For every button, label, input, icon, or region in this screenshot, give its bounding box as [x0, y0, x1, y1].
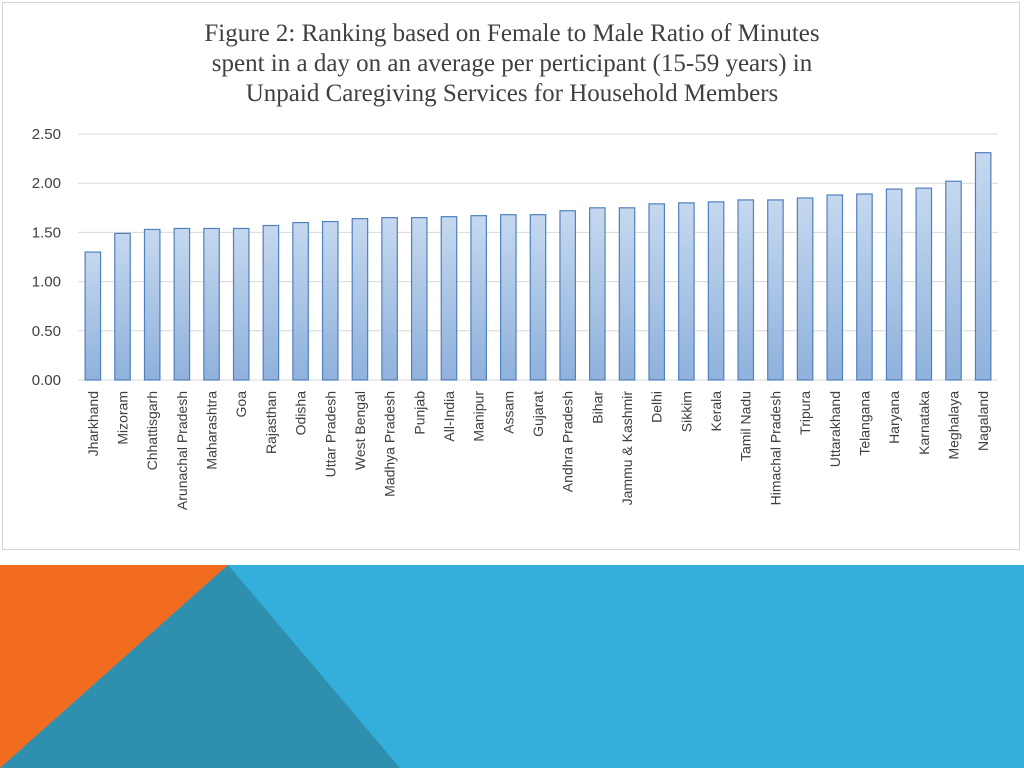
y-tick-label: 2.00: [32, 175, 61, 192]
y-tick-label: 2.50: [32, 126, 61, 143]
bar: [470, 215, 487, 381]
y-axis-tick-labels: 0.00 0.50 1.00 1.50 2.00 2.50: [32, 126, 61, 389]
y-tick-label: 1.00: [32, 274, 61, 291]
x-category-label: Karnataka: [916, 391, 932, 455]
slide-footer-decoration: [0, 565, 1024, 768]
y-tick-label: 1.50: [32, 224, 61, 241]
bar: [945, 180, 962, 381]
x-axis-category-labels: Jharkhand Mizoram Chhattisgarh Arunachal Pr…: [85, 391, 991, 510]
x-category-label: Odisha: [293, 391, 309, 436]
bar: [737, 199, 755, 381]
x-category-label: Haryana: [886, 391, 902, 444]
x-category-label: Uttar Pradesh: [322, 391, 338, 477]
x-category-label: Madhya Pradesh: [382, 391, 398, 497]
x-category-label: Assam: [500, 391, 516, 434]
x-category-label: Gujarat: [530, 391, 546, 437]
x-category-label: Goa: [233, 391, 249, 418]
x-category-label: Jharkhand: [85, 391, 101, 456]
bar: [440, 216, 458, 381]
x-category-label: Maharashtra: [204, 391, 220, 470]
x-category-label: West Bengal: [352, 391, 368, 470]
x-category-label: Uttarakhand: [827, 391, 843, 467]
bar: [589, 207, 606, 381]
bar: [678, 202, 695, 381]
bar: [826, 194, 844, 381]
bar: [232, 227, 250, 381]
bar-chart: 0.00 0.50 1.00 1.50 2.00 2.50 Jharkhand Mizora…: [32, 126, 998, 510]
x-category-label: Delhi: [649, 391, 665, 423]
bar: [559, 210, 576, 381]
footer-teal-triangle: [0, 565, 400, 768]
bar: [856, 193, 873, 381]
bar: [796, 197, 814, 381]
bar: [143, 228, 161, 381]
x-category-label: Rajasthan: [263, 391, 279, 454]
x-category-label: Chhattisgarh: [144, 391, 160, 470]
bar: [648, 203, 666, 381]
bar: [767, 199, 784, 381]
x-category-label: Jammu & Kashmir: [619, 391, 635, 506]
x-category-label: Nagaland: [975, 391, 991, 451]
x-category-label: All-India: [441, 391, 457, 442]
x-category-label: Manipur: [471, 391, 487, 442]
x-category-label: Arunachal Pradesh: [174, 391, 190, 510]
x-category-label: Tamil Nadu: [738, 391, 754, 461]
bar: [500, 214, 517, 381]
x-category-label: Himachal Pradesh: [767, 391, 783, 505]
bar: [203, 227, 220, 381]
bar: [114, 232, 131, 381]
bar: [262, 224, 280, 381]
chart-panel: Figure 2: Ranking based on Female to Mal…: [2, 2, 1020, 550]
bar: [529, 214, 547, 381]
x-category-label: Andhra Pradesh: [560, 391, 576, 492]
x-category-label: Meghalaya: [945, 391, 961, 460]
x-category-label: Sikkim: [678, 391, 694, 432]
bar: [173, 227, 191, 381]
bar: [707, 201, 725, 381]
x-category-label: Kerala: [708, 391, 724, 432]
bars: [84, 152, 992, 381]
bar: [292, 221, 309, 381]
bar: [321, 220, 339, 381]
bar: [915, 187, 933, 381]
x-category-label: Mizoram: [115, 391, 131, 445]
x-category-label: Tripura: [797, 391, 813, 435]
x-category-label: Telangana: [856, 391, 872, 456]
y-tick-label: 0.50: [32, 323, 61, 340]
bar: [351, 218, 369, 381]
bar: [410, 217, 428, 381]
x-category-label: Punjab: [411, 391, 427, 435]
bar: [974, 152, 992, 381]
bar: [885, 188, 903, 381]
bar: [84, 251, 102, 381]
y-tick-label: 0.00: [32, 372, 61, 389]
x-category-label: Bihar: [589, 391, 605, 424]
bar: [381, 217, 398, 381]
bar: [618, 207, 636, 381]
chart-title: Figure 2: Ranking based on Female to Mal…: [204, 20, 820, 107]
